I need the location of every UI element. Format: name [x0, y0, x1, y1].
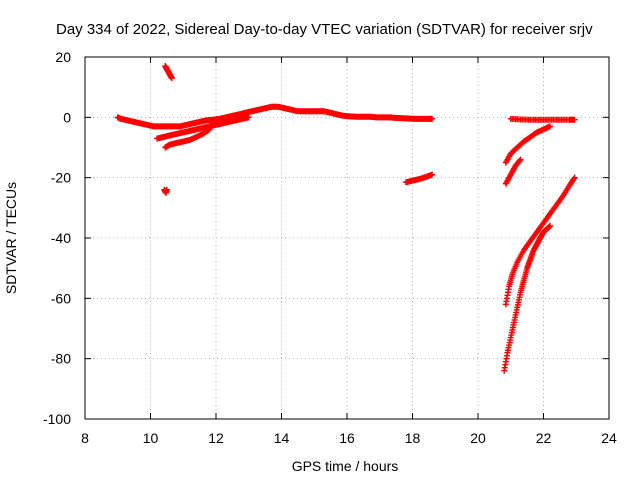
data-point: [571, 174, 578, 181]
data-point: [429, 171, 436, 178]
y-tick-label: -60: [51, 290, 71, 306]
series-arc-main: [114, 103, 436, 130]
series-arc-late-d: [501, 222, 554, 374]
data-point: [205, 127, 212, 134]
data-point: [245, 114, 252, 121]
data-point: [206, 126, 213, 133]
series-arc-spike-down: [161, 186, 170, 196]
y-axis-label: SDTVAR / TECUs: [3, 182, 19, 294]
y-tick-label: -20: [51, 170, 71, 186]
y-tick-label: 0: [63, 109, 71, 125]
x-tick-label: 18: [405, 430, 421, 446]
data-point: [547, 123, 554, 130]
plot-frame: [84, 56, 610, 420]
data-point: [547, 222, 554, 229]
series-arc-late-b: [502, 156, 524, 187]
data-point: [163, 186, 170, 193]
y-tick-label: -80: [51, 351, 71, 367]
data-point: [570, 175, 577, 182]
series-arc-late-a: [502, 123, 554, 166]
series-arc-flat-late: [507, 115, 578, 123]
x-tick-label: 12: [208, 430, 224, 446]
y-tick-label: -40: [51, 230, 71, 246]
x-tick-label: 20: [470, 430, 486, 446]
series-arc-spike-up: [162, 63, 175, 82]
x-axis-label: GPS time / hours: [292, 458, 399, 474]
series-arc-dip: [162, 126, 213, 151]
x-tick-label: 8: [81, 430, 89, 446]
x-tick-label: 22: [536, 430, 552, 446]
data-marks: [114, 63, 578, 374]
axis-ticks: 8 10 12 14 16 18 20 22 24 -100 -80 -60 -40 -20 0 20: [43, 49, 617, 446]
data-point: [516, 157, 523, 164]
chart-title: Day 334 of 2022, Sidereal Day-to-day VTE…: [56, 21, 593, 38]
y-tick-label: 20: [55, 49, 71, 65]
x-tick-label: 24: [601, 430, 617, 446]
data-point: [571, 116, 578, 123]
series-arc-18h: [402, 171, 436, 186]
data-point: [168, 75, 175, 82]
x-tick-label: 14: [274, 430, 290, 446]
data-point: [429, 115, 436, 122]
series-arc-lower: [154, 114, 252, 142]
x-tick-label: 16: [339, 430, 355, 446]
series-arc-late-c: [502, 174, 578, 308]
y-tick-label: -100: [43, 411, 71, 427]
data-point: [517, 156, 524, 163]
x-tick-label: 10: [143, 430, 159, 446]
